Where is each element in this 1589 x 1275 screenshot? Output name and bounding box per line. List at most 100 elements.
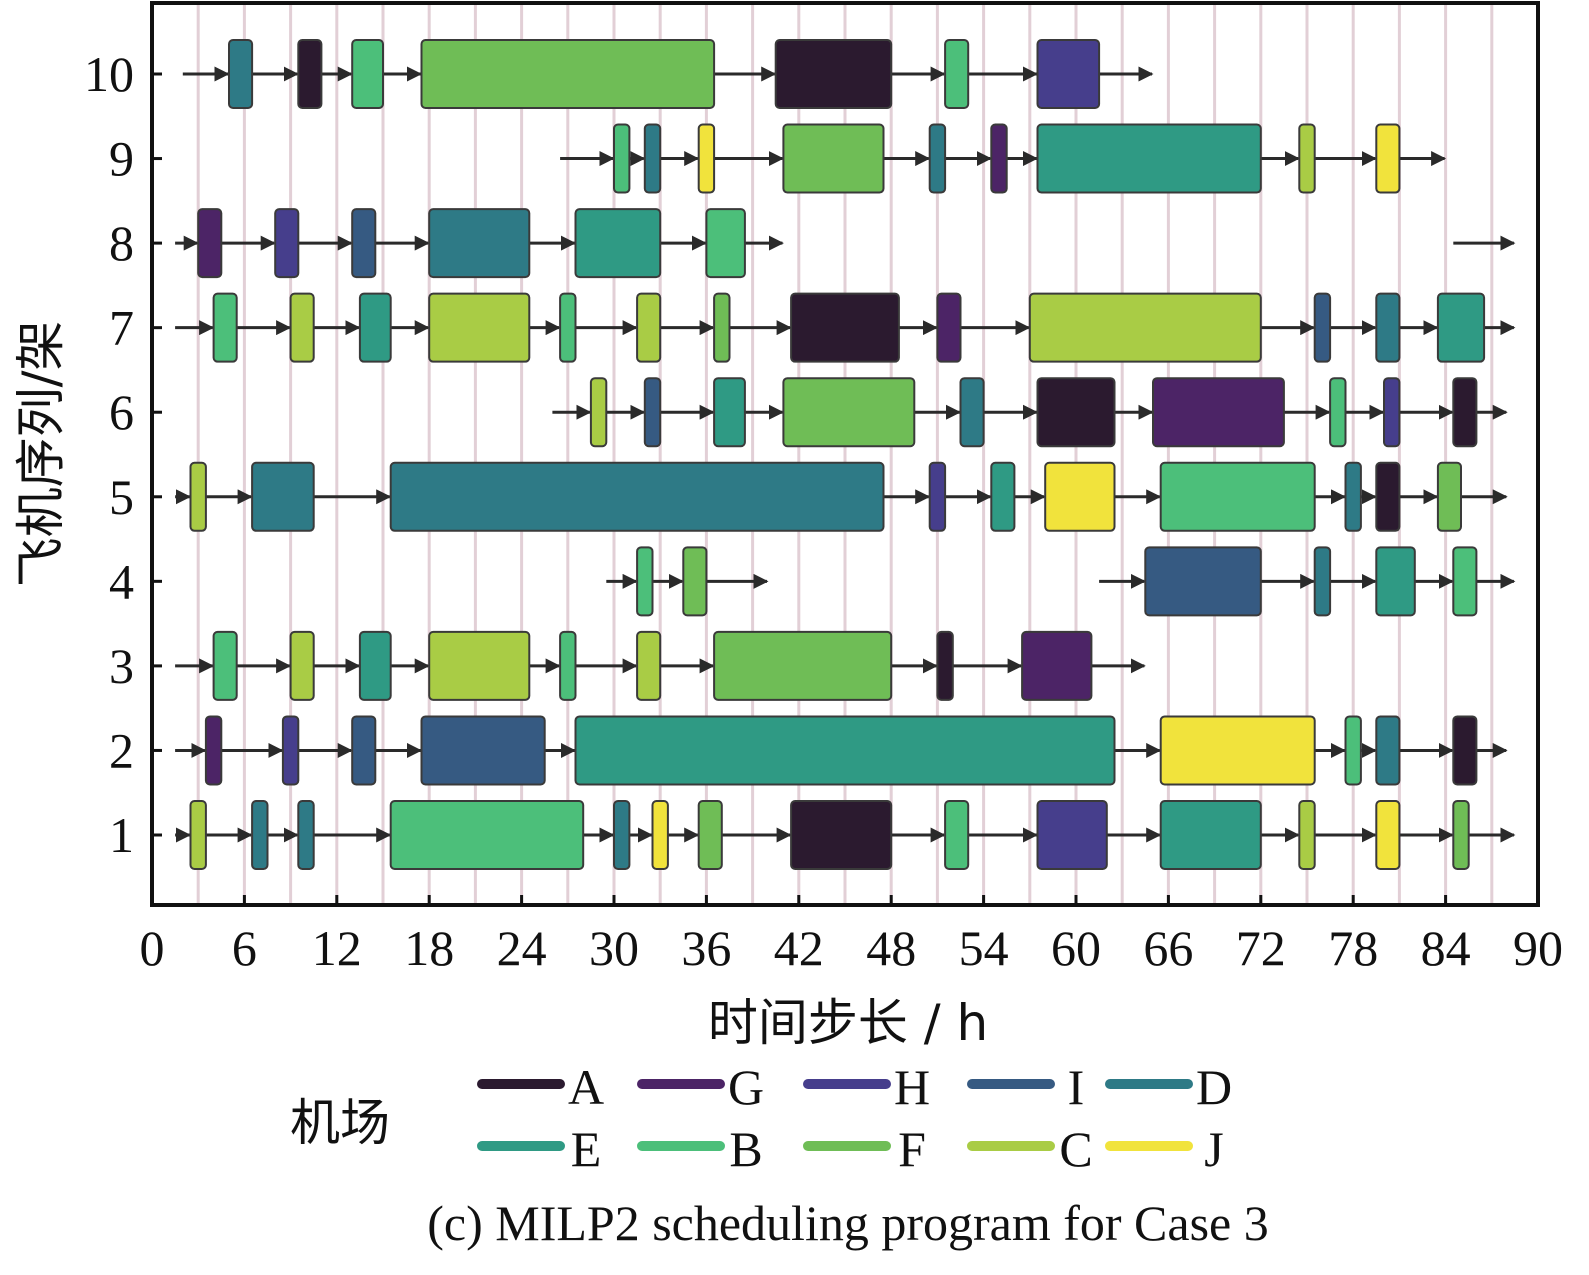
task-bar-E [1159,800,1262,870]
task-bar-A [790,292,900,363]
task-bar-I [643,377,662,448]
task-bar-D [428,208,531,279]
task-bar-I [351,208,377,279]
task-bar-E [358,630,392,701]
plot-frame [150,1,1540,907]
task-bar-B [1159,461,1316,532]
x-tick-label: 18 [404,920,454,976]
y-tick-label: 3 [109,638,134,694]
task-bar-B [1329,377,1347,448]
task-bar-D [1344,461,1362,532]
aircraft-row-6 [552,377,1508,448]
aircraft-row-3 [175,630,1146,701]
task-bar-I [1313,292,1332,363]
legend-label-F: F [898,1121,926,1177]
task-bar-G [1021,630,1093,701]
task-bar-B [559,292,577,363]
task-bar-D [1375,292,1401,363]
x-tick-label: 78 [1328,920,1378,976]
task-bar-H [274,208,300,279]
x-axis-label: 时间步长 / h [708,994,988,1052]
task-bar-C [189,461,207,532]
figure-caption: (c) MILP2 scheduling program for Case 3 [427,1195,1268,1251]
task-bar-I [351,715,377,786]
task-bar-B [705,208,746,279]
task-bar-C [289,630,315,701]
task-bar-J [651,800,669,870]
task-bar-F [697,800,723,870]
y-tick-label: 1 [109,807,134,863]
x-tick-label: 36 [681,920,731,976]
task-bar-B [212,292,238,363]
y-tick-label: 5 [109,469,134,525]
task-bar-B [1344,715,1362,786]
task-bar-D [297,800,315,870]
task-bar-B [559,630,577,701]
task-bar-J [1375,800,1401,870]
y-tick-label: 6 [109,384,134,440]
task-bar-D [959,377,985,448]
y-tick-label: 10 [84,46,134,102]
task-bar-C [1298,800,1316,870]
task-bar-F [1436,461,1463,532]
task-bar-G [1152,377,1285,448]
y-tick-label: 9 [109,131,134,187]
task-bar-E [1375,546,1416,617]
task-bar-B [944,800,970,870]
schedule-rows [175,39,1516,870]
task-bar-F [713,630,893,701]
task-bar-C [1028,292,1262,363]
aircraft-row-2 [175,715,1508,786]
task-bar-B [1452,546,1478,617]
task-bar-G [197,208,223,279]
x-tick-label: 54 [959,920,1009,976]
task-bar-B [613,123,631,194]
task-bar-A [1375,461,1401,532]
x-tick-label: 60 [1051,920,1101,976]
y-tick-label: 8 [109,215,134,271]
task-bar-I [420,715,546,786]
task-bar-F [682,546,708,617]
task-bar-C [428,292,531,363]
task-bar-F [782,123,885,194]
task-bar-G [204,715,223,786]
task-bar-A [1452,715,1478,786]
task-bar-A [297,39,323,109]
aircraft-row-10 [182,39,1154,109]
task-bar-J [697,123,716,194]
legend-label-D: D [1196,1059,1232,1115]
aircraft-row-1 [175,800,1516,870]
task-bar-G [990,123,1008,194]
task-bar-E [1036,123,1262,194]
aircraft-row-8 [175,208,784,279]
task-bar-D [1375,715,1401,786]
y-axis-label: 飞机序列/架 [12,321,70,588]
task-bar-H [1036,39,1101,109]
legend-label-A: A [568,1059,604,1115]
task-bar-F [1452,800,1470,870]
aircraft-row-9 [560,123,1447,194]
task-bar-A [774,39,893,109]
task-bar-B [944,39,970,109]
legend-label-H: H [894,1059,930,1115]
task-bar-E [990,461,1016,532]
legend-label-E: E [571,1121,602,1177]
task-bar-B [351,39,385,109]
x-tick-label: 30 [589,920,639,976]
task-bar-C [289,292,315,363]
task-bar-F [420,39,716,109]
task-bar-C [428,630,531,701]
task-bar-I [1144,546,1262,617]
x-tick-label: 84 [1421,920,1471,976]
task-bar-E [1436,292,1486,363]
x-tick-label: 12 [312,920,362,976]
task-bar-H [928,461,947,532]
task-bar-D [389,461,885,532]
task-bar-B [636,546,654,617]
y-axis-ticks: 1 2 3 4 5 6 7 8 9 10 [84,46,162,863]
x-tick-label: 66 [1143,920,1193,976]
task-bar-H [1036,800,1108,870]
task-bar-D [613,800,631,870]
aircraft-row-7 [175,292,1516,363]
